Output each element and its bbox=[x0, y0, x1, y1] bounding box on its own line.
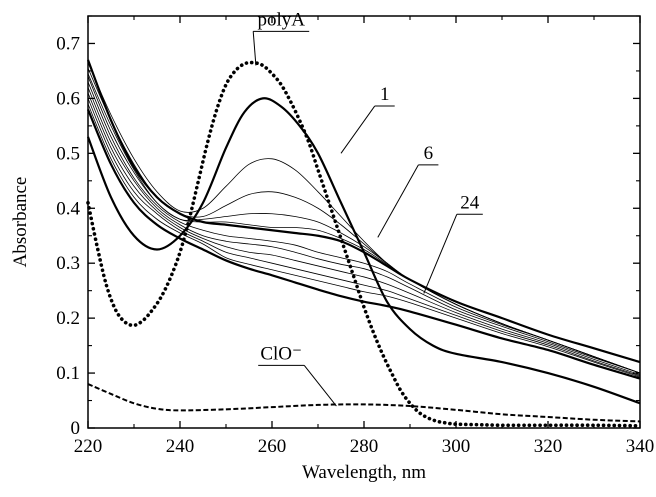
y-tick-label: 0.7 bbox=[56, 33, 80, 54]
annotation-label: polyA bbox=[257, 9, 305, 30]
x-tick-label: 300 bbox=[442, 436, 471, 457]
series-line-10 bbox=[87, 98, 641, 377]
y-axis-title: Absorbance bbox=[10, 177, 31, 268]
y-tick-label: 0.2 bbox=[56, 308, 80, 329]
series-line-5 bbox=[87, 76, 641, 374]
series-line-6 bbox=[86, 59, 641, 364]
series-line-4 bbox=[87, 73, 641, 374]
series-line-24 bbox=[86, 108, 641, 380]
annotation-leader bbox=[252, 31, 257, 66]
x-tick-label: 320 bbox=[534, 436, 563, 457]
series-line-2 bbox=[87, 62, 641, 374]
ticks-layer: 220 240 260 280 300 320 340 0 0.1 0.2 0.3 0.4 0.5 0.6… bbox=[56, 15, 655, 457]
series-line-11 bbox=[87, 103, 641, 378]
x-tick-label: 280 bbox=[350, 436, 379, 457]
x-tick-label: 340 bbox=[626, 436, 655, 457]
x-tick-label: 240 bbox=[166, 436, 195, 457]
annotation-label: 1 bbox=[380, 84, 390, 105]
x-tick-label: 260 bbox=[258, 436, 287, 457]
annotation-label: 6 bbox=[424, 143, 434, 164]
series-line-8 bbox=[87, 87, 641, 374]
x-axis-title: Wavelength, nm bbox=[302, 462, 426, 483]
y-tick-label: 0.1 bbox=[56, 363, 80, 384]
series-line-clo bbox=[87, 383, 641, 423]
series-line-3 bbox=[87, 68, 641, 374]
y-tick-label: 0.6 bbox=[56, 88, 80, 109]
annotations-layer: polyA 1 6 24 ClO⁻ bbox=[252, 9, 483, 407]
annotation-leader bbox=[303, 365, 337, 407]
annotation-leader bbox=[423, 214, 458, 294]
y-tick-label: 0.4 bbox=[56, 198, 80, 219]
y-tick-label: 0.3 bbox=[56, 253, 80, 274]
y-tick-label: 0 bbox=[71, 418, 81, 439]
annotation-leader bbox=[377, 164, 419, 238]
series-layer bbox=[86, 59, 642, 428]
series-line-9 bbox=[87, 92, 641, 376]
y-tick-label: 0.5 bbox=[56, 143, 80, 164]
annotation-label: ClO⁻ bbox=[260, 343, 302, 364]
x-tick-label: 220 bbox=[74, 436, 103, 457]
series-line-7 bbox=[87, 81, 641, 374]
series-line-1 bbox=[86, 97, 641, 405]
annotation-leader bbox=[340, 105, 376, 154]
annotation-label: 24 bbox=[460, 192, 480, 213]
series-line-polya bbox=[86, 60, 642, 428]
